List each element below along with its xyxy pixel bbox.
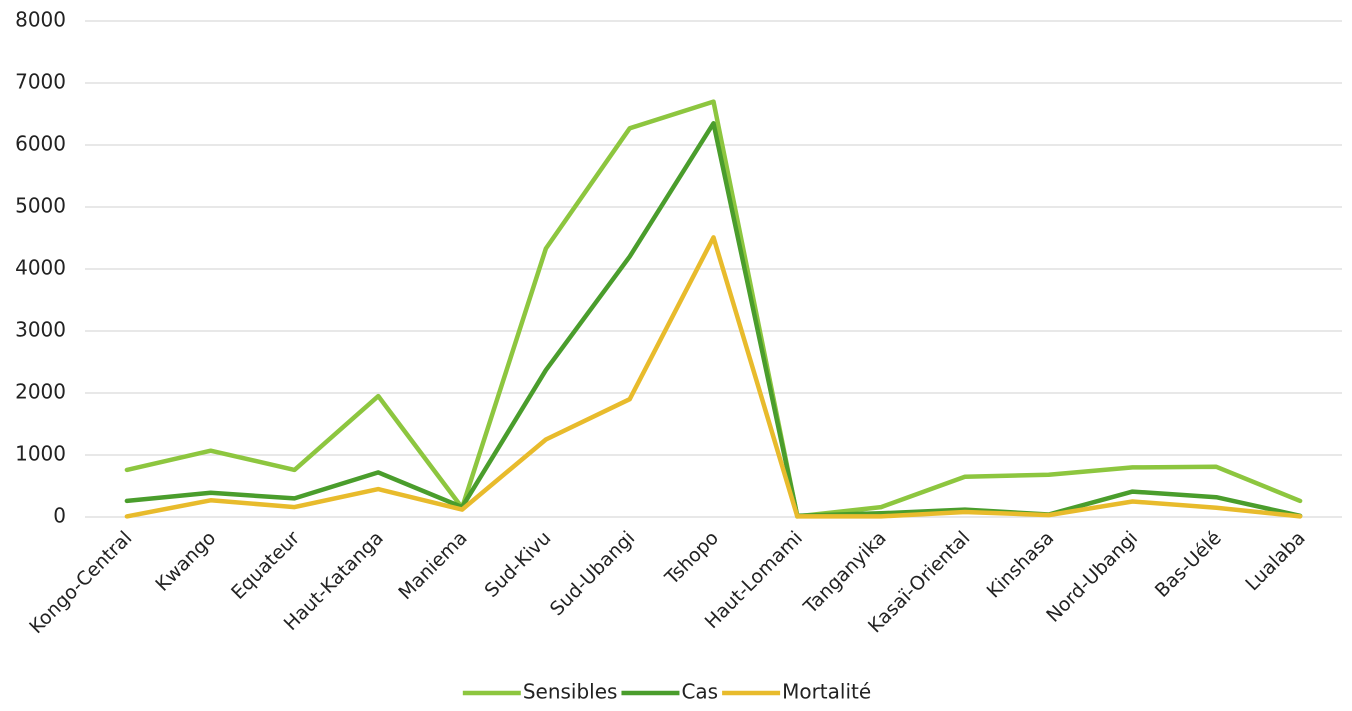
legend-label: Mortalité	[782, 680, 871, 704]
x-tick-label: Kongo-Central	[25, 527, 136, 638]
series-lines	[124, 99, 1303, 519]
x-tick-label: Sud-Kivu	[480, 527, 555, 602]
y-tick-label: 2000	[15, 380, 66, 404]
x-tick-label: Maniema	[394, 527, 471, 604]
legend-label: Cas	[681, 680, 718, 704]
y-tick-label: 7000	[15, 70, 66, 94]
x-tick-label: Kinshasa	[983, 527, 1059, 603]
series-line-sensibles	[124, 99, 1303, 519]
x-tick-label: Lualaba	[1241, 527, 1309, 595]
y-axis-ticks: 0 1000 2000 3000 4000 5000 6000 7000 8000	[15, 8, 66, 528]
x-tick-label: Tshopo	[660, 527, 723, 590]
x-tick-label: Bas-Uélé	[1151, 527, 1226, 602]
legend: Sensibles Cas Mortalité	[462, 680, 871, 704]
grid	[85, 20, 1342, 518]
x-tick-label: Kwango	[151, 527, 220, 596]
y-tick-label: 8000	[15, 8, 66, 32]
x-tick-label: Tanganyika	[799, 527, 891, 619]
x-tick-label: Sud-Ubangi	[546, 527, 639, 620]
x-tick-label: Equateur	[227, 527, 304, 604]
series-line-mortalit-	[124, 235, 1303, 519]
series-line-cas	[124, 121, 1303, 519]
legend-label: Sensibles	[523, 680, 618, 704]
y-tick-label: 5000	[15, 194, 66, 218]
y-tick-label: 4000	[15, 256, 66, 280]
y-tick-label: 1000	[15, 442, 66, 466]
y-tick-label: 6000	[15, 132, 66, 156]
y-tick-label: 3000	[15, 318, 66, 342]
y-tick-label: 0	[53, 504, 66, 528]
